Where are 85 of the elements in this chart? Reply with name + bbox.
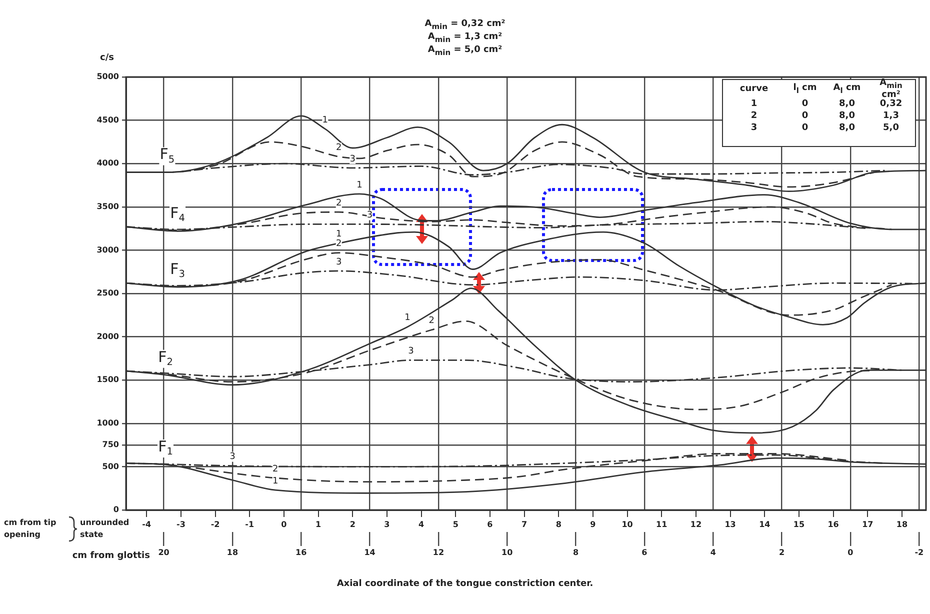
- x-tick-label: 4: [418, 520, 424, 529]
- y-tick-label: 0: [113, 505, 120, 514]
- x2-tick-label: 0: [848, 548, 854, 557]
- x-tick-label: 3: [384, 520, 390, 529]
- y-tick-label: 3500: [96, 202, 120, 211]
- x2-tick-label: 6: [642, 548, 648, 557]
- annotation: 1: [750, 99, 758, 109]
- annotation: 3: [408, 346, 414, 357]
- x2-tick-label: -2: [914, 548, 924, 557]
- annotation: 0: [800, 123, 810, 133]
- y-tick-label: 4000: [96, 158, 120, 168]
- x-tick-label: 13: [724, 520, 736, 529]
- x-tick-label: -4: [142, 520, 152, 529]
- x-tick-label: -3: [176, 520, 186, 529]
- x-axis-title: Axial coordinate of the tongue constriction center.: [336, 578, 594, 590]
- y-tick-label: 2500: [96, 288, 120, 298]
- x-tick-label: 18: [896, 520, 908, 529]
- x-tick-label: 17: [862, 520, 874, 529]
- annotation: curve: [738, 84, 770, 94]
- y-tick-label: 5000: [96, 72, 120, 82]
- y-tick-label: 2000: [96, 332, 120, 341]
- annotation: l$_{l}$ cm: [792, 83, 818, 95]
- x-tick-label: 12: [690, 520, 702, 529]
- y-tick-label: 1000: [96, 418, 120, 428]
- text: unrounded state: [80, 517, 130, 541]
- annotation: 1: [356, 180, 362, 190]
- y-tick-label: 1500: [96, 375, 120, 384]
- y-tick-label: 500: [102, 462, 120, 471]
- x2-tick-label: 4: [710, 548, 716, 557]
- x-tick-label: 1: [315, 520, 322, 529]
- annotation: 2: [336, 143, 342, 154]
- x2-axis-title: cm from glottis: [71, 550, 150, 562]
- annotation: 8,0: [838, 99, 856, 109]
- text: cm from tip opening: [4, 517, 58, 541]
- x2-tick-label: 2: [779, 548, 785, 557]
- annotation: A$_{min}$ cm²: [878, 78, 904, 100]
- annotation: 1: [404, 313, 410, 324]
- x2-tick-label: 16: [296, 548, 308, 557]
- x-tick-label: 14: [759, 520, 771, 529]
- text: A$_{min}$ = 5,0 cm²: [426, 44, 504, 59]
- annotation: 5,0: [882, 123, 900, 133]
- x-tick-label: 2: [350, 520, 356, 529]
- x2-tick-label: 18: [226, 548, 238, 557]
- x-tick-label: 7: [521, 520, 528, 529]
- annotation: 3: [336, 257, 342, 268]
- annotation: 3: [230, 452, 236, 462]
- annotation: 2: [336, 198, 342, 208]
- annotation: 0,32: [878, 99, 904, 109]
- x2-tick-label: 8: [572, 548, 579, 557]
- x-tick-label: 10: [622, 520, 634, 529]
- annotation: 1,3: [882, 111, 900, 121]
- annotation: 1: [322, 115, 328, 126]
- annotation: 3: [366, 210, 373, 221]
- x2-tick-label: 20: [158, 548, 170, 557]
- x-tick-label: 0: [281, 520, 288, 529]
- annotation: 3: [350, 154, 356, 164]
- x-tick-label: -1: [245, 520, 254, 529]
- annotation: 8,0: [838, 111, 856, 121]
- x-tick-label: 9: [590, 520, 596, 529]
- x-tick-label: 16: [828, 520, 840, 529]
- x-tick-label: 15: [793, 520, 805, 529]
- x-tick-label: 8: [556, 520, 562, 529]
- annotation: 1: [336, 230, 342, 240]
- y-tick-label: 3000: [96, 245, 120, 254]
- annotation: 2: [750, 111, 758, 121]
- x2-tick-label: 12: [432, 548, 444, 557]
- annotation: 0: [800, 99, 810, 109]
- text: A$_{min}$ = 0,32 cm²: [424, 18, 506, 32]
- annotation: 1: [272, 476, 278, 486]
- annotation: 0: [800, 111, 810, 121]
- x2-tick-label: 14: [364, 548, 376, 557]
- x-tick-label: 11: [656, 520, 668, 529]
- annotation: 2: [428, 316, 434, 326]
- x2-tick-label: 10: [502, 548, 514, 557]
- annotation: A$_{l}$ cm: [832, 83, 862, 95]
- annotation: 3: [750, 123, 758, 133]
- y-tick-label: 750: [102, 440, 120, 450]
- x-tick-label: -2: [210, 520, 220, 529]
- x-tick-label: 5: [452, 520, 459, 529]
- y-tick-label: 4500: [96, 115, 120, 124]
- y-axis-title: c/s: [100, 52, 114, 64]
- text: A$_{min}$ = 1,3 cm²: [426, 31, 504, 45]
- x-tick-label: 6: [487, 520, 494, 529]
- annotation: 8,0: [838, 123, 856, 133]
- annotation: 2: [272, 464, 278, 474]
